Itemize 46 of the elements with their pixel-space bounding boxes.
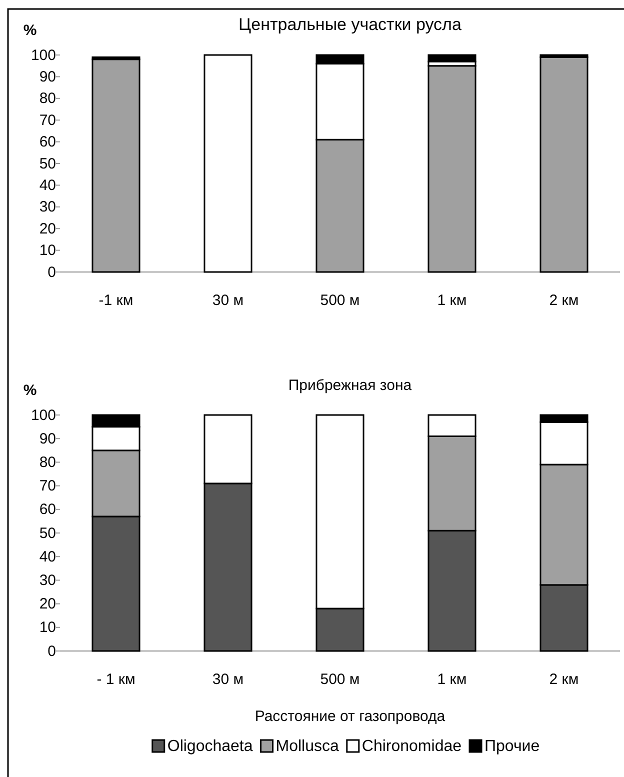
y-tick-label: 60 <box>39 501 56 518</box>
chart-title: Центральные участки русла <box>238 15 462 34</box>
bar <box>92 58 140 273</box>
x-tick-label: 500 м <box>320 292 360 309</box>
bar <box>204 54 252 273</box>
x-tick-label: -1 км <box>98 292 134 309</box>
x-tick-label: 1 км <box>437 671 467 688</box>
y-tick-label: 0 <box>48 264 56 281</box>
legend-label: Chironomidae <box>362 738 462 755</box>
y-tick-label: 30 <box>39 198 56 216</box>
y-tick-label: 10 <box>39 619 56 636</box>
y-tick-label: 40 <box>39 548 56 566</box>
y-tick-label: 30 <box>39 572 56 589</box>
legend-label: Прочие <box>484 738 540 755</box>
x-tick-label: 1 км <box>437 292 467 309</box>
chart-title: Прибрежная зона <box>288 377 412 394</box>
x-axis-title: Расстояние от газопровода <box>254 708 446 725</box>
bar <box>428 54 476 62</box>
legend-label: Oligochaeta <box>167 738 253 755</box>
x-tick-label: 30 м <box>212 292 244 309</box>
bar <box>540 56 588 273</box>
x-tick-label: 2 км <box>549 671 579 688</box>
y-tick-label: 0 <box>48 642 56 660</box>
x-tick-label: - 1 км <box>96 671 136 688</box>
y-tick-label: 90 <box>39 68 56 86</box>
bar <box>428 65 476 273</box>
y-tick-label: 90 <box>39 430 56 448</box>
y-tick-label: 80 <box>39 454 56 471</box>
y-axis-title: % <box>23 22 37 39</box>
x-tick-label: 30 м <box>212 671 244 688</box>
y-tick-label: 60 <box>39 134 56 151</box>
legend-label: Mollusca <box>276 738 339 755</box>
y-tick-label: 50 <box>39 524 56 542</box>
y-tick-label: 50 <box>39 155 56 172</box>
y-tick-label: 10 <box>39 242 56 260</box>
y-tick-label: 100 <box>30 46 56 64</box>
y-tick-label: 20 <box>39 596 56 613</box>
x-tick-label: 500 м <box>320 671 360 688</box>
x-tick-label: 2 км <box>549 292 579 309</box>
y-tick-label: 70 <box>39 112 56 129</box>
y-tick-label: 20 <box>39 220 56 238</box>
y-axis-title: % <box>23 382 37 399</box>
y-tick-label: 40 <box>39 177 56 194</box>
y-tick-label: 80 <box>39 90 56 108</box>
y-tick-label: 100 <box>30 406 56 424</box>
y-tick-label: 70 <box>39 478 56 495</box>
